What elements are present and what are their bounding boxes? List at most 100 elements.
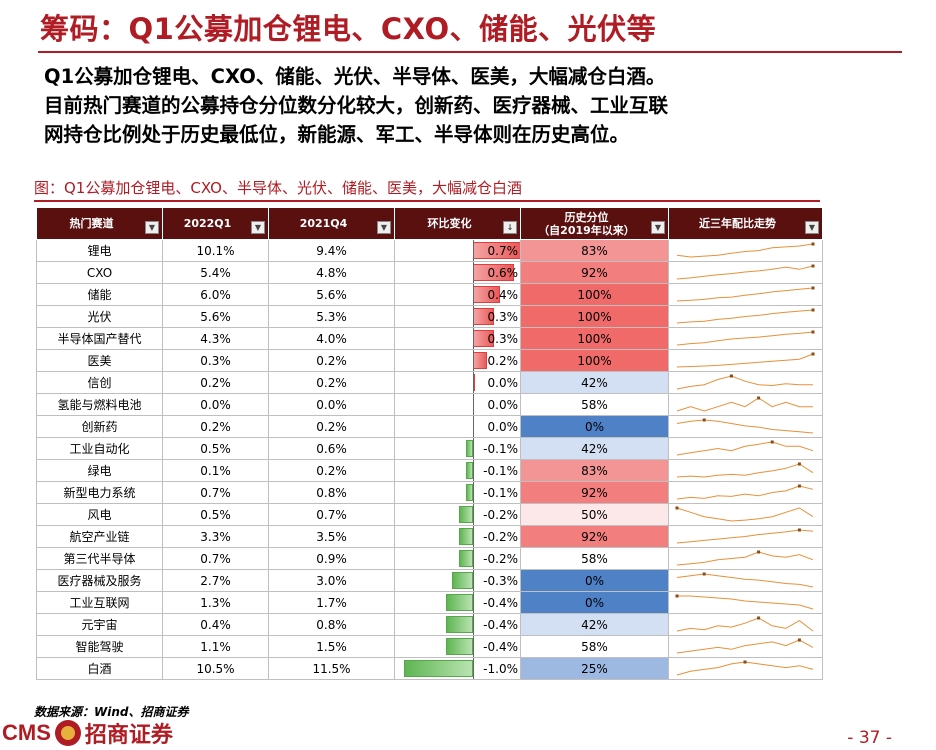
sector-name-cell: 元宇宙	[36, 613, 163, 636]
table-row: 工业互联网 1.3% 1.7% -0.4% 0%	[36, 591, 823, 614]
logo-latin-text: CMS	[2, 720, 51, 745]
header-trend: 近三年配比走势 ▼	[668, 207, 823, 240]
sparkline-path	[676, 639, 814, 654]
sector-name-cell: 工业互联网	[36, 591, 163, 614]
table-row: CXO 5.4% 4.8% 0.6% 92%	[36, 261, 823, 284]
intro-line-1: Q1公募加仓锂电、CXO、储能、光伏、半导体、医美，大幅减仓白酒。	[44, 65, 666, 88]
change-cell: -0.1%	[394, 459, 521, 482]
q4-value-cell: 0.6%	[268, 437, 395, 460]
table-row: 医美 0.3% 0.2% 0.2% 100%	[36, 349, 823, 372]
filter-dropdown-icon[interactable]: ▼	[651, 221, 665, 234]
sparkline-marker	[797, 484, 801, 488]
sparkline-marker	[811, 286, 815, 290]
table-row: 元宇宙 0.4% 0.8% -0.4% 42%	[36, 613, 823, 636]
change-value: 0.3%	[487, 331, 519, 346]
sector-name-cell: 绿电	[36, 459, 163, 482]
filter-dropdown-icon[interactable]: ▼	[377, 221, 391, 234]
sparkline-path	[676, 463, 814, 478]
change-zero-axis	[473, 262, 474, 283]
filter-dropdown-icon[interactable]: ▼	[251, 221, 265, 234]
change-cell: -0.4%	[394, 591, 521, 614]
filter-dropdown-icon[interactable]: ▼	[805, 221, 819, 234]
q1-value-cell: 0.3%	[162, 349, 269, 372]
change-zero-axis	[473, 658, 474, 679]
intro-line-3: 网持仓比例处于历史最低位，新能源、军工、半导体则在历史高位。	[44, 123, 630, 146]
change-bar-negative	[445, 616, 473, 633]
header-change: 环比变化 ↓	[394, 207, 521, 240]
change-cell: 0.6%	[394, 261, 521, 284]
trend-sparkline	[676, 638, 814, 654]
trend-sparkline	[676, 374, 813, 390]
change-cell: -0.1%	[394, 437, 521, 460]
q4-value-cell: 5.6%	[268, 283, 395, 306]
change-cell: -0.2%	[394, 547, 521, 570]
sparkline-marker	[811, 308, 815, 312]
change-value: 0.2%	[487, 353, 519, 368]
change-zero-axis	[473, 482, 474, 503]
trend-sparkline-cell	[668, 305, 823, 328]
sector-name-cell: 医美	[36, 349, 163, 372]
sparkline-marker	[675, 594, 679, 598]
trend-sparkline	[676, 330, 815, 346]
sparkline-path	[676, 375, 813, 390]
change-value: -0.2%	[483, 551, 518, 566]
change-cell: 0.4%	[394, 283, 521, 306]
table-row: 锂电 10.1% 9.4% 0.7% 83%	[36, 239, 823, 262]
change-cell: 0.0%	[394, 371, 521, 394]
trend-sparkline	[676, 528, 814, 544]
table-row: 工业自动化 0.5% 0.6% -0.1% 42%	[36, 437, 823, 460]
sparkline-marker	[757, 550, 761, 554]
change-value: -0.4%	[483, 639, 518, 654]
q1-value-cell: 0.7%	[162, 481, 269, 504]
change-bar-negative	[466, 462, 473, 479]
change-value: -1.0%	[483, 661, 518, 676]
change-bar-negative	[459, 528, 473, 545]
trend-sparkline	[676, 264, 815, 280]
change-value: 0.0%	[487, 397, 519, 412]
q1-value-cell: 0.0%	[162, 393, 269, 416]
percentile-cell: 0%	[520, 569, 669, 592]
sector-name-cell: 氢能与燃料电池	[36, 393, 163, 416]
sector-name-cell: 光伏	[36, 305, 163, 328]
sparkline-path	[677, 595, 814, 610]
filter-dropdown-icon[interactable]: ▼	[145, 221, 159, 234]
sort-descending-icon[interactable]: ↓	[503, 221, 517, 234]
sector-holdings-table: 热门赛道 ▼ 2022Q1 ▼ 2021Q4 ▼ 环比变化 ↓ 历史分位 （自2…	[36, 207, 823, 680]
header-2021q4: 2021Q4 ▼	[268, 207, 395, 240]
table-row: 智能驾驶 1.1% 1.5% -0.4% 58%	[36, 635, 823, 658]
trend-sparkline	[676, 396, 813, 412]
trend-sparkline-cell	[668, 569, 823, 592]
trend-sparkline-cell	[668, 283, 823, 306]
change-cell: 0.0%	[394, 415, 521, 438]
trend-sparkline-cell	[668, 239, 823, 262]
sector-name-cell: 储能	[36, 283, 163, 306]
header-2022q1: 2022Q1 ▼	[162, 207, 269, 240]
table-row: 白酒 10.5% 11.5% -1.0% 25%	[36, 657, 823, 680]
change-bar-negative	[445, 594, 473, 611]
sparkline-path	[676, 419, 814, 434]
sparkline-marker	[702, 572, 706, 576]
trend-sparkline-cell	[668, 393, 823, 416]
q1-value-cell: 0.2%	[162, 371, 269, 394]
change-value: -0.1%	[483, 485, 518, 500]
percentile-cell: 92%	[520, 481, 669, 504]
trend-sparkline-cell	[668, 327, 823, 350]
sparkline-path	[676, 243, 814, 258]
q1-value-cell: 6.0%	[162, 283, 269, 306]
sector-name-cell: 航空产业链	[36, 525, 163, 548]
trend-sparkline	[676, 418, 814, 434]
trend-sparkline	[676, 440, 814, 456]
sparkline-path	[676, 529, 814, 544]
percentile-cell: 58%	[520, 635, 669, 658]
change-cell: -0.1%	[394, 481, 521, 504]
q4-value-cell: 0.9%	[268, 547, 395, 570]
figure-caption-divider	[34, 200, 820, 202]
change-zero-axis	[473, 504, 474, 525]
sparkline-marker	[757, 616, 761, 620]
sparkline-marker	[702, 418, 706, 422]
sparkline-marker	[811, 352, 815, 356]
table-row: 新型电力系统 0.7% 0.8% -0.1% 92%	[36, 481, 823, 504]
table-row: 信创 0.2% 0.2% 0.0% 42%	[36, 371, 823, 394]
q4-value-cell: 4.8%	[268, 261, 395, 284]
trend-sparkline	[676, 286, 815, 302]
